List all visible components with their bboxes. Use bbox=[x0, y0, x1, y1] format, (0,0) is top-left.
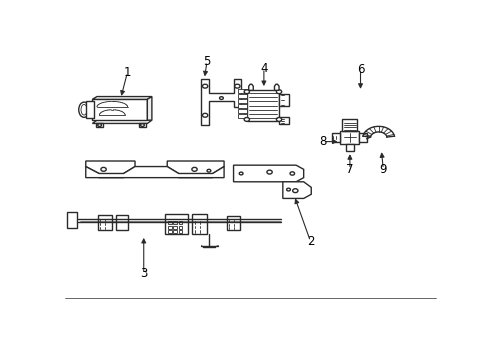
Bar bbox=[238, 104, 246, 108]
Polygon shape bbox=[92, 96, 152, 99]
Circle shape bbox=[191, 167, 197, 171]
Circle shape bbox=[206, 169, 210, 172]
Circle shape bbox=[101, 167, 106, 171]
Bar bbox=[340, 131, 359, 144]
Text: 6: 6 bbox=[356, 63, 364, 76]
Bar bbox=[279, 117, 288, 124]
Bar bbox=[68, 217, 77, 220]
Circle shape bbox=[202, 113, 207, 117]
Text: 3: 3 bbox=[140, 267, 147, 280]
Polygon shape bbox=[282, 182, 311, 198]
Bar bbox=[226, 216, 240, 230]
Text: 4: 4 bbox=[260, 62, 267, 75]
Circle shape bbox=[202, 84, 207, 88]
Circle shape bbox=[266, 170, 272, 174]
Ellipse shape bbox=[81, 104, 87, 115]
Polygon shape bbox=[274, 84, 279, 90]
Circle shape bbox=[219, 97, 223, 99]
Bar bbox=[178, 226, 182, 229]
Ellipse shape bbox=[79, 102, 89, 117]
Circle shape bbox=[286, 188, 290, 191]
Circle shape bbox=[234, 84, 240, 88]
Circle shape bbox=[244, 117, 249, 121]
Bar bbox=[68, 214, 77, 216]
Bar bbox=[85, 102, 94, 118]
Circle shape bbox=[292, 189, 297, 193]
Bar bbox=[342, 120, 357, 131]
Bar bbox=[238, 114, 246, 118]
Polygon shape bbox=[248, 84, 253, 90]
Text: 7: 7 bbox=[346, 163, 353, 176]
Polygon shape bbox=[147, 96, 152, 120]
Circle shape bbox=[244, 90, 249, 94]
Bar bbox=[238, 99, 246, 103]
Bar bbox=[359, 133, 366, 141]
Polygon shape bbox=[96, 123, 103, 127]
Polygon shape bbox=[167, 161, 224, 177]
Bar bbox=[68, 220, 77, 223]
Polygon shape bbox=[139, 123, 145, 127]
Circle shape bbox=[140, 124, 144, 126]
Bar bbox=[67, 212, 77, 228]
Text: 9: 9 bbox=[379, 163, 386, 176]
Circle shape bbox=[276, 117, 281, 121]
Polygon shape bbox=[92, 120, 152, 123]
Bar bbox=[68, 224, 77, 226]
Text: 5: 5 bbox=[203, 55, 210, 68]
Bar bbox=[238, 94, 246, 98]
Bar bbox=[168, 230, 171, 233]
Bar bbox=[191, 214, 206, 234]
Text: 8: 8 bbox=[318, 135, 325, 148]
Bar bbox=[279, 94, 288, 106]
Text: 2: 2 bbox=[306, 235, 314, 248]
Text: 1: 1 bbox=[123, 66, 131, 79]
Bar bbox=[178, 230, 182, 233]
Bar bbox=[173, 226, 177, 229]
Bar bbox=[165, 214, 188, 234]
Bar bbox=[168, 221, 171, 224]
Polygon shape bbox=[233, 165, 303, 182]
Circle shape bbox=[289, 172, 294, 175]
Bar bbox=[178, 221, 182, 224]
Bar bbox=[246, 90, 279, 121]
Bar bbox=[238, 109, 246, 113]
Circle shape bbox=[98, 124, 102, 126]
Bar bbox=[346, 144, 353, 151]
Polygon shape bbox=[85, 161, 135, 177]
Bar bbox=[173, 230, 177, 233]
Bar bbox=[116, 215, 128, 230]
Bar bbox=[331, 133, 340, 141]
Circle shape bbox=[276, 90, 281, 94]
Bar bbox=[173, 221, 177, 224]
Polygon shape bbox=[92, 99, 147, 120]
Bar bbox=[238, 89, 246, 93]
Circle shape bbox=[239, 172, 243, 175]
Polygon shape bbox=[85, 167, 224, 177]
Bar bbox=[98, 215, 111, 230]
Bar bbox=[168, 226, 171, 229]
Polygon shape bbox=[201, 79, 241, 125]
